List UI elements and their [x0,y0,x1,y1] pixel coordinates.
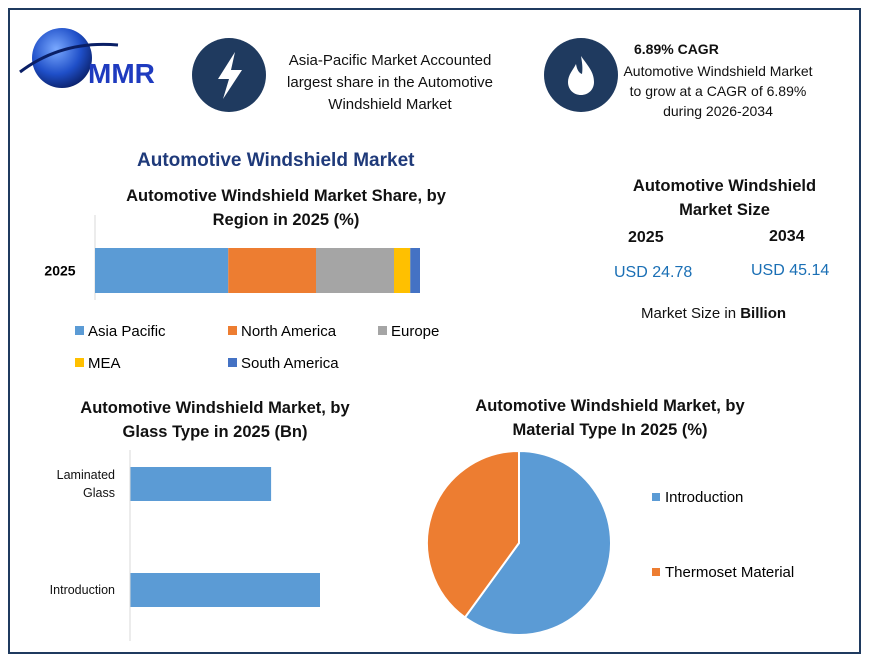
year: 2034 [769,228,805,245]
legend-label: South America [241,355,339,372]
legend-swatch [75,326,84,335]
legend-swatch [652,493,660,501]
bar-segment [394,248,411,293]
chart-title: Automotive Windshield Market Share, by R… [126,187,446,229]
bar-segment [228,248,316,293]
icon-flame [568,56,594,95]
chart-title: Automotive Windshield Market, by Materia… [475,397,745,439]
highlight-text: Asia-Pacific Market Accounted largest sh… [287,52,493,113]
logo-globe [32,28,92,88]
category-label: Introduction [49,583,115,597]
main-title: Automotive Windshield Market [137,150,415,171]
market-size-title: Automotive Windshield Market Size [632,177,817,219]
highlight-text: Automotive Windshield Market to grow at … [623,63,813,119]
legend-label: Europe [391,323,439,340]
logo-swoosh [19,42,119,74]
legend-swatch [228,358,237,367]
legend-swatch [228,326,237,335]
bar-segment [410,248,420,293]
legend-swatch [378,326,387,335]
year: 2025 [628,229,664,246]
logo-text: MMR [88,58,155,89]
market-value: USD 45.14 [751,262,830,279]
charts: 2025 Asia Pacific North America Europe MEA So… [44,215,794,641]
bar-segment [95,248,229,293]
legend-label: North America [241,323,337,340]
chart-title: Automotive Windshield Market, by Glass T… [80,399,350,441]
legend-swatch [652,568,660,576]
legend-label: Asia Pacific [88,323,166,340]
note-text: Market Size in [641,305,737,322]
bar [130,573,320,607]
legend-label: MEA [88,355,121,372]
highlight-title: 6.89% CAGR [634,41,719,57]
market-note: Market Size in Billion [641,305,786,322]
frame [8,8,861,654]
category-label: Laminated Glass [56,468,115,500]
legend-label: Introduction [665,489,743,506]
pie-slice [426,449,520,619]
pie-slice [463,449,612,636]
bar-segment [316,248,394,293]
icon-bolt [218,52,242,99]
market-value: USD 24.78 [614,264,693,281]
note-unit: Billion [740,305,787,322]
bar [130,467,272,501]
legend-swatch [75,358,84,367]
category-label: 2025 [44,263,75,279]
legend-label: Thermoset Material [665,564,794,581]
